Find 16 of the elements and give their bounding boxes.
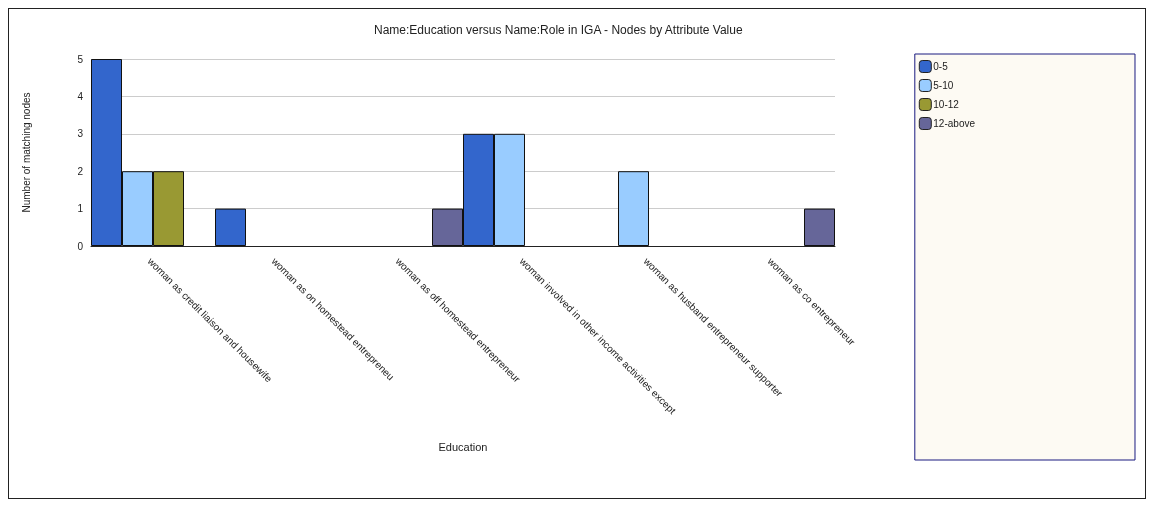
chart-title: Name:Education versus Name:Role in IGA - Nodes by Attribute Value [374,23,743,37]
bar [804,208,835,246]
y-tick-label: 5 [77,53,84,65]
y-tick-label: 4 [77,90,84,102]
x-axis-title: Education [438,440,488,453]
legend-label: 0-5 [933,61,949,72]
y-tick-label: 0 [77,240,84,252]
y-tick-label: 1 [77,203,84,215]
legend-label: 10-12 [933,99,960,110]
y-tick-label: 2 [77,165,84,177]
legend-label: 5-10 [933,80,954,91]
y-axis-title: Number of matching nodes [20,92,32,213]
y-tick-label: 3 [77,128,84,140]
bar [618,171,649,246]
legend-label: 12-above [933,118,976,129]
bar [215,208,246,246]
